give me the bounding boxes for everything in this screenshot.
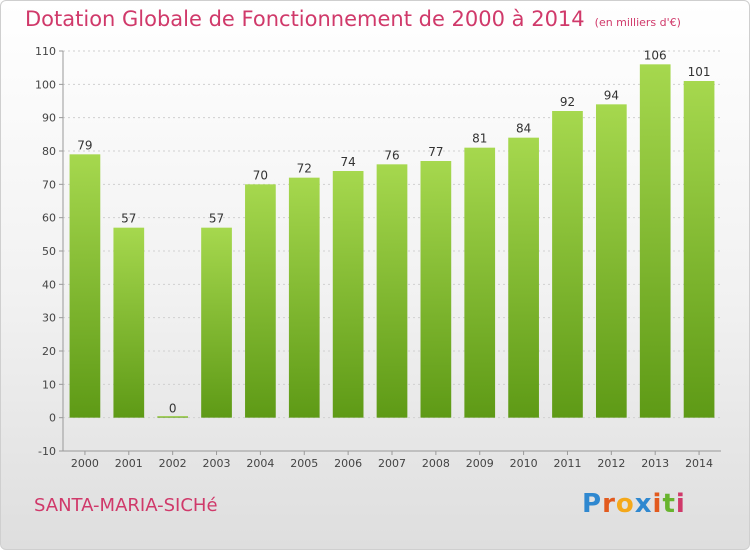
x-tick-label: 2011	[553, 457, 581, 470]
data-label: 106	[644, 48, 667, 62]
data-label: 57	[121, 212, 136, 226]
y-tick-label: 30	[42, 312, 56, 325]
y-tick-label: 0	[49, 412, 56, 425]
data-label: 101	[688, 65, 711, 79]
chart-title-text: Dotation Globale de Fonctionnement de 20…	[25, 7, 585, 31]
x-tick-label: 2009	[466, 457, 494, 470]
data-label: 79	[77, 138, 92, 152]
bar	[69, 154, 101, 418]
bar	[201, 227, 232, 418]
x-tick-label: 2003	[203, 457, 231, 470]
x-tick-label: 2000	[71, 457, 99, 470]
data-label: 92	[560, 95, 575, 109]
bar	[683, 81, 715, 418]
y-tick-label: 50	[42, 245, 56, 258]
logo-letter: x	[634, 489, 653, 519]
bar	[376, 164, 408, 418]
data-label: 84	[516, 122, 531, 136]
x-tick-label: 2001	[115, 457, 143, 470]
logo-letter: P	[582, 489, 603, 519]
x-tick-label: 2007	[378, 457, 406, 470]
bar	[552, 111, 583, 418]
y-tick-label: 60	[42, 212, 56, 225]
y-tick-label: 40	[42, 278, 56, 291]
x-tick-label: 2006	[334, 457, 362, 470]
y-tick-label: 100	[35, 78, 56, 91]
logo-letter: i	[652, 489, 663, 519]
x-tick-label: 2013	[641, 457, 669, 470]
bar	[420, 161, 452, 418]
bar	[595, 104, 627, 418]
logo-letter: r	[602, 489, 616, 519]
proxiti-logo: Proxiti	[582, 489, 686, 519]
data-label: 70	[253, 168, 268, 182]
bar	[639, 64, 671, 418]
y-tick-label: 10	[42, 378, 56, 391]
y-tick-label: 90	[42, 112, 56, 125]
data-label: 76	[384, 148, 399, 162]
y-tick-label: -10	[38, 445, 56, 458]
chart-subtitle: (en milliers d'€)	[594, 16, 681, 29]
x-tick-label: 2012	[597, 457, 625, 470]
x-tick-label: 2004	[246, 457, 274, 470]
bar	[508, 137, 539, 418]
data-label: 0	[169, 402, 177, 416]
x-tick-label: 2014	[685, 457, 713, 470]
x-tick-label: 2010	[510, 457, 538, 470]
y-tick-label: 20	[42, 345, 56, 358]
bar	[288, 177, 320, 418]
x-tick-label: 2008	[422, 457, 450, 470]
bar	[157, 416, 189, 418]
bar	[464, 147, 496, 418]
bar	[245, 184, 276, 418]
data-label: 74	[340, 155, 355, 169]
data-label: 57	[209, 212, 224, 226]
data-label: 81	[472, 132, 487, 146]
y-tick-label: 110	[35, 45, 56, 58]
y-tick-label: 80	[42, 145, 56, 158]
x-tick-label: 2005	[290, 457, 318, 470]
y-tick-label: 70	[42, 178, 56, 191]
logo-letter: t	[662, 489, 676, 519]
logo-letter: i	[675, 489, 686, 519]
data-label: 72	[297, 162, 312, 176]
data-label: 94	[604, 88, 619, 102]
chart-title: Dotation Globale de Fonctionnement de 20…	[25, 7, 681, 31]
x-tick-label: 2002	[159, 457, 187, 470]
commune-name: SANTA-MARIA-SICHé	[34, 495, 218, 516]
bar	[332, 171, 364, 418]
bar	[113, 227, 145, 418]
data-label: 77	[428, 145, 443, 159]
logo-letter: o	[615, 489, 635, 519]
